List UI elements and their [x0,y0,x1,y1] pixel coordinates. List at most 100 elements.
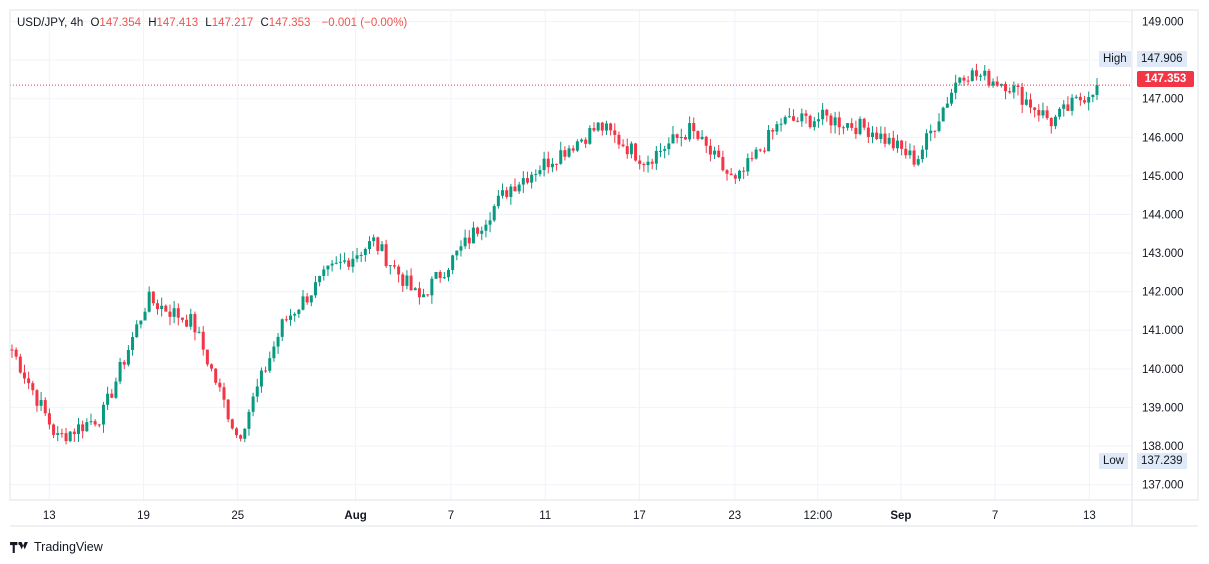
candle-body [642,163,646,166]
candle-body [89,421,93,423]
candle-body [688,123,692,140]
candle-body [243,428,247,439]
candle-body [280,319,284,337]
candle-body [218,382,222,388]
candle-body [106,393,110,405]
candle-body [521,178,525,185]
candle-body [546,158,550,168]
price-tick-label: 145.000 [1142,171,1184,183]
candle-body [164,305,168,312]
candle-body [31,383,35,391]
candle-body [654,150,658,164]
candle-body [201,331,205,350]
candle-body [1070,97,1074,111]
candle-body [422,294,426,298]
candle-body [837,117,841,128]
candle-body [126,349,130,365]
candle-body [588,128,592,144]
plot-frame [9,9,1199,501]
low-tag-value: 137.239 [1137,453,1187,469]
low-value: 147.217 [211,17,254,29]
candle-body [879,133,883,139]
candle-body [825,109,829,116]
candle-body [210,364,214,369]
candle-body [326,265,330,270]
candle-body [185,319,189,327]
candle-body [1016,85,1020,87]
candle-body [600,122,604,131]
candle-body [1058,108,1062,117]
last-price-tag: 147.353 [1137,71,1194,87]
price-tick-label: 146.000 [1142,132,1184,144]
candle-body [937,121,941,131]
time-tick-label: 11 [539,510,551,522]
candle-body [301,296,305,310]
candle-body [900,140,904,149]
candle-body [1049,118,1053,127]
candle-body [663,149,667,151]
candle-body [742,170,746,172]
candle-body [372,237,376,242]
candle-body [700,136,704,139]
candle-body [338,261,342,263]
price-tick-label: 147.000 [1142,94,1184,106]
candle-body [796,120,800,122]
candle-body [376,237,380,251]
candle-body [821,109,825,120]
candle-body [679,136,683,138]
candle-body [476,227,480,234]
candle-body [343,260,347,262]
candle-body [908,150,912,156]
price-tick-label: 144.000 [1142,209,1184,221]
candle-body [621,144,625,147]
candle-body [634,143,638,161]
candle-body [958,77,962,83]
time-tick-label: 13 [1083,510,1096,522]
candle-body [646,161,650,166]
candle-body [629,143,633,155]
candle-body [550,163,554,168]
candle-body [118,361,122,382]
candle-body [330,263,334,266]
candle-body [101,404,105,425]
candle-body [318,275,322,283]
candle-body [351,258,355,267]
close-label: C [260,17,269,29]
candle-body [60,433,64,435]
candle-body [604,123,608,131]
candle-body [692,123,696,132]
candle-body [14,349,18,357]
candle-body [575,141,579,151]
candle-body [638,160,642,164]
tradingview-brand[interactable]: TradingView [10,539,103,555]
price-tick-label: 138.000 [1142,441,1184,453]
candle-body [388,265,392,267]
candle-body [52,424,56,435]
candle-body [234,428,238,436]
candle-body [384,244,388,267]
candle-body [1066,104,1070,111]
candle-body [713,150,717,155]
change-value: −0.001 (−0.00%) [321,17,408,29]
candle-body [783,117,787,124]
candle-body [172,308,176,317]
candle-body [854,127,858,135]
candle-body [189,314,193,327]
candle-body [555,163,559,165]
candle-body [671,134,675,144]
candle-body [226,399,230,420]
candle-body [392,265,396,267]
candle-body [758,149,762,151]
candle-body [808,115,812,128]
candle-body [135,324,139,338]
low-tag-label: Low [1099,453,1129,469]
candle-body [22,372,26,379]
candle-body [68,431,72,442]
candle-body [426,294,430,296]
candle-body [929,130,933,134]
candle-body [1095,85,1099,95]
candle-body [999,83,1003,86]
candle-body [160,305,164,310]
candle-body [305,296,309,303]
